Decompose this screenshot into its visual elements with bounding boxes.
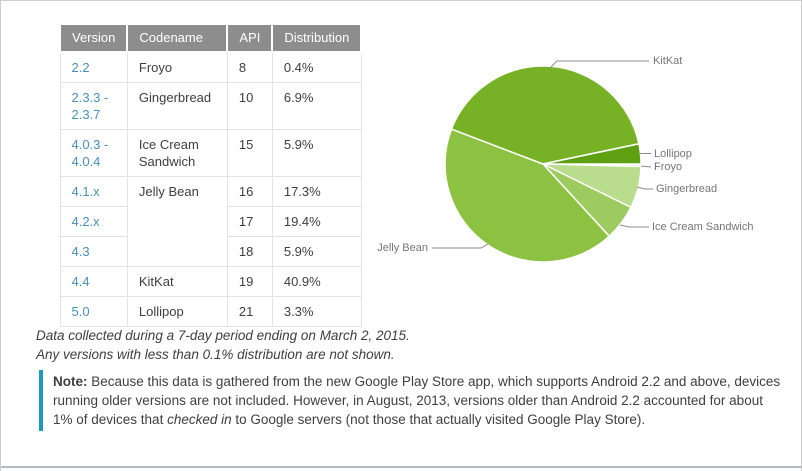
codename-cell: Ice Cream Sandwich xyxy=(126,129,228,177)
table-row-lollipop: 5.0 Lollipop 21 3.3% xyxy=(59,296,362,327)
api-cell: 16 xyxy=(226,176,273,207)
pie-label-kitkat: KitKat xyxy=(653,55,682,67)
version-cell: 4.4 xyxy=(59,266,128,297)
codename-cell: KitKat xyxy=(126,266,228,297)
pie-slice-jelly-bean[interactable] xyxy=(444,128,610,263)
pie-label-froyo: Froyo xyxy=(654,161,682,173)
distribution-cell: 5.9% xyxy=(271,129,362,177)
codename-cell-jelly-bean: Jelly Bean xyxy=(126,176,228,267)
distribution-cell: 19.4% xyxy=(271,206,362,237)
table-row-jelly-bean-17: 4.2.x 17 19.4% xyxy=(59,206,362,237)
table-header-row: Version Codename API Distribution xyxy=(58,23,363,53)
table-row-gingerbread: 2.3.3 - 2.3.7 Gingerbread 10 6.9% xyxy=(59,82,362,130)
version-link-froyo[interactable]: 2.2 xyxy=(71,60,90,75)
note-text-3a: 1% of devices that xyxy=(53,412,168,427)
version-cell: 4.2.x xyxy=(59,206,128,237)
note-text-2: running older versions are not included.… xyxy=(53,393,763,408)
data-collection-footnote: Data collected during a 7-day period end… xyxy=(36,326,410,364)
pie-label-ice-cream-sandwich: Ice Cream Sandwich xyxy=(652,221,754,233)
distribution-cell: 0.4% xyxy=(271,51,362,83)
api-cell: 18 xyxy=(226,236,273,267)
version-cell: 5.0 xyxy=(59,296,128,327)
version-link-gingerbread[interactable]: 2.3.3 - 2.3.7 xyxy=(71,90,109,122)
note-callout: Note: Because this data is gathered from… xyxy=(39,370,781,431)
version-link-kitkat[interactable]: 4.4 xyxy=(71,274,90,289)
distribution-cell: 5.9% xyxy=(271,236,362,267)
note-label: Note: xyxy=(53,374,88,389)
kitkat-leader-line xyxy=(550,60,649,68)
table-row-ice-cream-sandwich: 4.0.3 - 4.0.4 Ice Cream Sandwich 15 5.9% xyxy=(59,129,362,177)
note-text-3b: to Google servers (not those that actual… xyxy=(231,412,646,427)
version-cell: 2.3.3 - 2.3.7 xyxy=(59,82,128,130)
api-cell: 15 xyxy=(226,129,273,177)
distribution-cell: 17.3% xyxy=(271,176,362,207)
pie-label-lollipop: Lollipop xyxy=(654,148,692,160)
version-cell: 4.1.x xyxy=(59,176,128,207)
footnote-line-1: Data collected during a 7-day period end… xyxy=(36,328,410,343)
codename-cell: Gingerbread xyxy=(126,82,228,130)
version-table: Version Codename API Distribution 2.2 Fr… xyxy=(58,23,363,327)
version-table-container: Version Codename API Distribution 2.2 Fr… xyxy=(58,23,363,327)
table-row-froyo: 2.2 Froyo 8 0.4% xyxy=(59,51,362,83)
distribution-cell: 3.3% xyxy=(271,296,362,327)
version-link-jelly-bean-42[interactable]: 4.2.x xyxy=(71,214,100,229)
note-text-italic: checked in xyxy=(167,412,232,427)
table-row-jelly-bean-18: 4.3 18 5.9% xyxy=(59,236,362,267)
version-link-ice-cream-sandwich[interactable]: 4.0.3 - 4.0.4 xyxy=(71,137,109,169)
col-header-distribution: Distribution xyxy=(271,23,363,53)
col-header-api: API xyxy=(226,23,274,53)
version-link-lollipop[interactable]: 5.0 xyxy=(71,304,90,319)
api-cell: 17 xyxy=(226,206,273,237)
api-cell: 21 xyxy=(226,296,273,327)
version-cell: 4.0.3 - 4.0.4 xyxy=(59,129,128,177)
distribution-cell: 6.9% xyxy=(271,82,362,130)
codename-cell: Lollipop xyxy=(126,296,228,327)
bottom-divider xyxy=(1,466,801,468)
distribution-pie-chart: KitKat Lollipop Froyo Gingerbread Ice Cr… xyxy=(377,55,754,263)
froyo-leader-line xyxy=(640,165,652,168)
version-cell: 4.3 xyxy=(59,236,128,267)
pie-callout-labels: KitKat Lollipop Froyo Gingerbread Ice Cr… xyxy=(377,55,753,254)
api-cell: 10 xyxy=(226,82,273,130)
api-cell: 19 xyxy=(226,266,273,297)
ice-cream-sandwich-leader-line xyxy=(619,224,649,228)
pie-slice-kitkat[interactable] xyxy=(450,65,640,165)
distribution-cell: 40.9% xyxy=(271,266,362,297)
codename-cell: Froyo xyxy=(126,51,228,83)
version-cell: 2.2 xyxy=(59,51,128,83)
col-header-codename: Codename xyxy=(126,23,229,53)
version-link-jelly-bean-41[interactable]: 4.1.x xyxy=(71,184,100,199)
col-header-version: Version xyxy=(58,23,129,53)
note-text-1: Because this data is gathered from the n… xyxy=(87,374,781,389)
table-row-kitkat: 4.4 KitKat 19 40.9% xyxy=(59,266,362,297)
api-cell: 8 xyxy=(226,51,273,83)
jelly-bean-leader-line xyxy=(432,243,489,249)
table-row-jelly-bean-16: 4.1.x Jelly Bean 16 17.3% xyxy=(59,176,362,267)
version-link-jelly-bean-43[interactable]: 4.3 xyxy=(71,244,90,259)
gingerbread-leader-line xyxy=(636,186,653,190)
pie-label-gingerbread: Gingerbread xyxy=(656,183,717,195)
footnote-line-2: Any versions with less than 0.1% distrib… xyxy=(36,347,395,362)
pie-label-jelly-bean: Jelly Bean xyxy=(377,242,428,254)
